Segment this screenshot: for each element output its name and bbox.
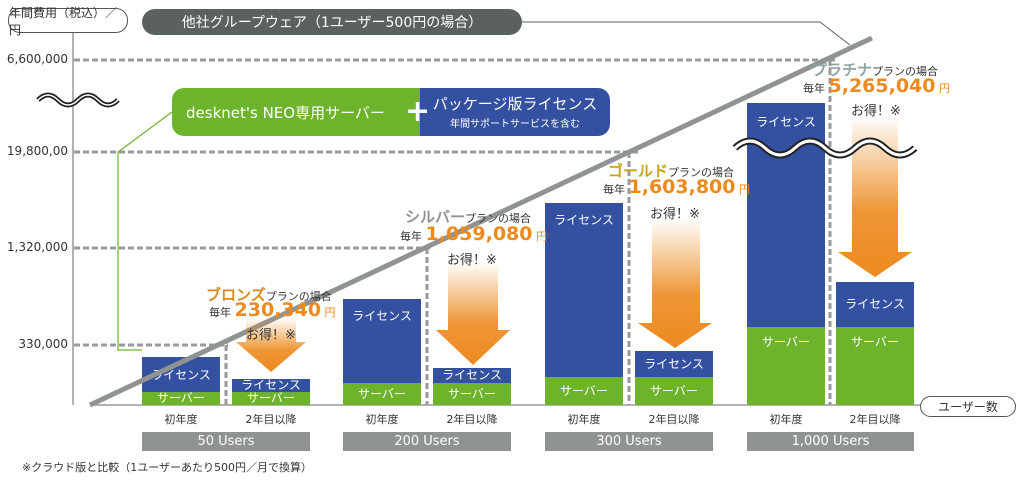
competitor-label: 他社グループウェア（1ユーザー500円の場合）: [142, 9, 522, 35]
bar-300-second-server: サーバー: [635, 377, 713, 405]
bar-200-first-license: ライセンス: [343, 299, 421, 383]
per-year: 毎年: [400, 230, 422, 243]
users-200: 200 Users: [343, 432, 511, 451]
plus-icon: +: [405, 94, 431, 129]
users-50: 50 Users: [142, 432, 310, 451]
y-tick: 6,600,000: [6, 52, 68, 66]
label-first-year: 初年度: [769, 413, 803, 426]
footnote: ※クラウド版と比較（1ユーザーあたり500円／月で換算）: [22, 461, 312, 474]
bar-200-first-server: サーバー: [343, 383, 421, 405]
bar-50-second-server: サーバー: [232, 392, 310, 405]
savings-arrow-300: [638, 218, 712, 348]
plan-suffix: プランの場合: [265, 290, 332, 303]
bar-1000-second-server: サーバー: [836, 327, 914, 405]
savings-value: 230,340: [234, 299, 322, 321]
plan-suffix: プランの場合: [465, 212, 532, 225]
legend-license-sub: 年間サポートサービスを含む: [450, 119, 580, 130]
plan-name: プラチナ: [812, 61, 873, 79]
savings-arrow-50: [236, 318, 306, 372]
yen: 円: [324, 306, 336, 319]
users-300: 300 Users: [545, 432, 713, 451]
savings-value: 1,059,080: [425, 223, 533, 245]
bar-200-second-license: ライセンス: [433, 368, 511, 383]
per-year: 毎年: [803, 82, 825, 95]
yen: 円: [938, 82, 950, 95]
plan-label-bronze: ブロンズプランの場合: [206, 284, 332, 305]
legend-license: パッケージ版ライセンス 年間サポートサービスを含む: [420, 88, 610, 136]
plan-name: ブロンズ: [206, 286, 266, 304]
label-second-year: 2年目以降: [849, 413, 901, 426]
otoku-bronze: お得！※: [246, 328, 296, 343]
plan-name: シルバー: [405, 208, 466, 226]
plan-suffix: プランの場合: [872, 65, 939, 78]
legend-server: desknet's NEO専用サーバー: [172, 88, 420, 136]
yen: 円: [738, 183, 750, 196]
savings-arrow-200: [436, 262, 510, 365]
label-first-year: 初年度: [365, 413, 399, 426]
label-second-year: 2年目以降: [245, 413, 297, 426]
per-year: 毎年: [209, 306, 231, 319]
gridlines: [74, 58, 835, 405]
plan-suffix: プランの場合: [668, 166, 735, 179]
bar-200-second-server: サーバー: [433, 383, 511, 405]
y-tick: 330,000: [18, 337, 68, 351]
x-axis-label: ユーザー数: [920, 396, 1016, 417]
y-tick: 1,320,000: [6, 240, 68, 254]
plan-name: ゴールド: [608, 162, 669, 180]
bar-50-second-license: ライセンス: [232, 379, 310, 392]
legend-license-title: パッケージ版ライセンス: [432, 95, 598, 113]
bar-300-first-server: サーバー: [545, 377, 623, 405]
bar-300-second-license: ライセンス: [635, 351, 713, 377]
bar-1000-first-server: サーバー: [747, 327, 825, 405]
savings-value: 1,603,800: [628, 176, 736, 198]
y-tick: 19,800,00: [6, 144, 68, 158]
plan-label-gold: ゴールドプランの場合: [608, 160, 734, 181]
legend-connector: [117, 111, 173, 351]
label-second-year: 2年目以降: [446, 413, 498, 426]
per-year: 毎年: [603, 183, 625, 196]
plan-label-platinum: プラチナプランの場合: [812, 59, 938, 80]
label-first-year: 初年度: [164, 413, 198, 426]
plan-label-silver: シルバープランの場合: [405, 206, 531, 227]
otoku-gold: お得！※: [650, 207, 700, 222]
bar-50-first-server: サーバー: [142, 392, 220, 405]
savings-bronze: 毎年 230,340 円: [209, 299, 336, 321]
competitor-connector-tail: [640, 21, 851, 46]
savings-platinum: 毎年 5,265,040 円: [803, 75, 950, 97]
otoku-platinum: お得！※: [851, 104, 901, 119]
y-axis-label: 年間費用（税込）／円: [8, 6, 128, 37]
savings-value: 5,265,040: [828, 75, 936, 97]
savings-silver: 毎年 1,059,080 円: [400, 223, 547, 245]
bar-1000-second-license: ライセンス: [836, 282, 914, 327]
yen: 円: [535, 230, 547, 243]
otoku-silver: お得！※: [447, 253, 497, 268]
label-second-year: 2年目以降: [648, 413, 700, 426]
savings-gold: 毎年 1,603,800 円: [603, 176, 750, 198]
bar-300-first-license: ライセンス: [545, 203, 623, 377]
users-1000: 1,000 Users: [747, 432, 914, 451]
label-first-year: 初年度: [567, 413, 601, 426]
competitor-cost-line: [88, 35, 874, 408]
